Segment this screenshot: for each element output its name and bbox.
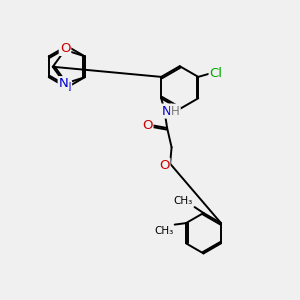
Text: O: O bbox=[142, 118, 152, 131]
Text: O: O bbox=[159, 159, 169, 172]
Text: N: N bbox=[61, 81, 71, 94]
Text: CH₃: CH₃ bbox=[154, 226, 173, 236]
Text: Cl: Cl bbox=[210, 68, 223, 80]
Text: CH₃: CH₃ bbox=[174, 196, 193, 206]
Text: N: N bbox=[58, 77, 68, 90]
Text: O: O bbox=[60, 42, 70, 55]
Text: H: H bbox=[171, 105, 180, 118]
Text: N: N bbox=[162, 105, 171, 118]
